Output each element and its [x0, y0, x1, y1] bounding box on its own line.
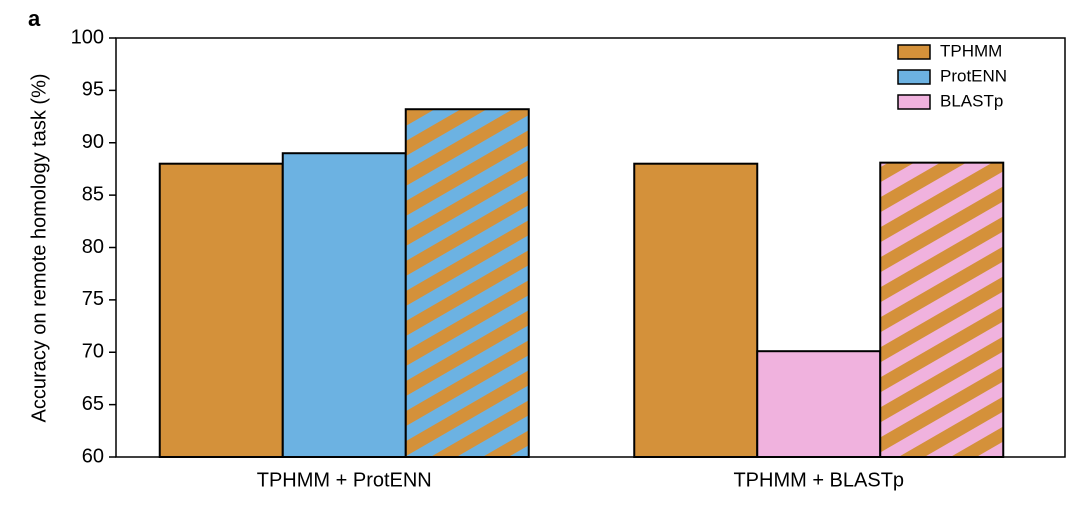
y-tick-label: 75	[82, 288, 104, 310]
y-tick-label: 90	[82, 131, 104, 153]
plot-frame	[115, 37, 1066, 458]
legend-label: ProtENN	[940, 66, 1007, 85]
y-tick-label: 95	[82, 79, 104, 101]
legend-swatch	[897, 94, 931, 110]
bar	[404, 108, 530, 458]
x-tick-label: TPHMM + ProtENN	[257, 469, 432, 491]
legend-label: BLASTp	[940, 91, 1003, 110]
y-tick-label: 85	[82, 183, 104, 205]
bar	[158, 162, 284, 458]
bar	[756, 350, 882, 459]
panel-label: a	[28, 6, 41, 31]
legend-swatch	[897, 69, 931, 85]
legend-label: TPHMM	[940, 41, 1002, 60]
bar	[633, 162, 759, 458]
y-tick-label: 80	[82, 236, 104, 258]
y-axis-label: Accuracy on remote homology task (%)	[28, 73, 50, 422]
y-tick-label: 65	[82, 393, 104, 415]
y-tick-label: 60	[82, 445, 104, 467]
legend-swatch	[897, 44, 931, 60]
x-tick-label: TPHMM + BLASTp	[733, 469, 904, 491]
bar	[879, 161, 1005, 458]
y-tick-label: 70	[82, 341, 104, 363]
bar	[281, 152, 407, 458]
y-tick-label: 100	[71, 26, 104, 48]
